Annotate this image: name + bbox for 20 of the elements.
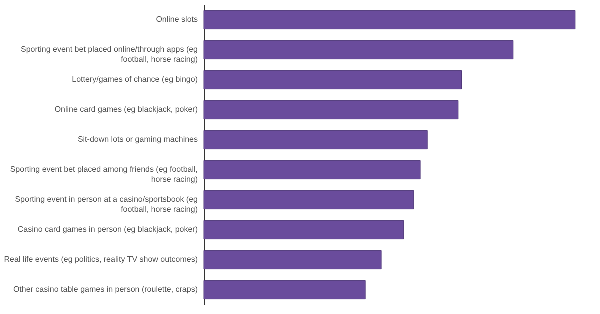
y-tick-label: Online card games (eg blackjack, poker) [54, 105, 198, 114]
bar [204, 250, 382, 270]
y-tick-label: Lottery/games of chance (eg bingo) [72, 75, 198, 84]
bar [204, 40, 514, 60]
y-tick-label: Online slots [156, 15, 198, 24]
bar [204, 220, 404, 240]
bar [204, 10, 576, 30]
y-tick-label: Real life events (eg politics, reality TV show outcomes) [4, 255, 198, 264]
y-tick-label: Casino card games in person (eg blackjack, poker) [18, 225, 198, 234]
y-tick-label: Sporting event bet placed among friends (eg football, horse racing) [10, 165, 198, 184]
y-tick-label: Sporting event in person at a casino/sportsbook (eg football, horse racing) [15, 195, 198, 214]
y-tick-label: Sit-down lots or gaming machines [78, 135, 198, 144]
y-tick-label: Other casino table games in person (roulette, craps) [13, 285, 198, 294]
bar [204, 100, 459, 120]
bar [204, 160, 421, 180]
bar [204, 130, 428, 150]
bar [204, 280, 366, 300]
y-tick-label: Sporting event bet placed online/through apps (eg football, horse racing) [20, 45, 198, 64]
bar [204, 190, 414, 210]
bar [204, 70, 462, 90]
